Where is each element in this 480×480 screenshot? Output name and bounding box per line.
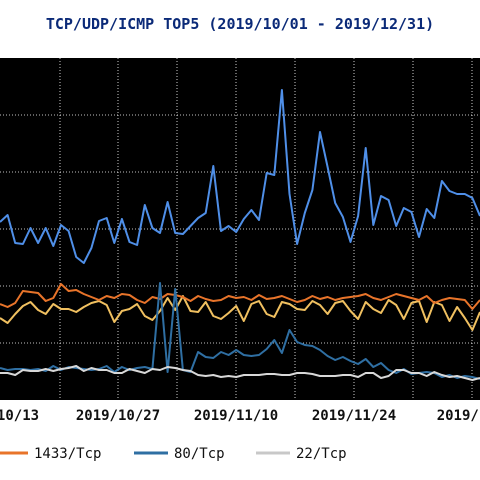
grid [0,58,480,400]
x-tick-label: 2019/1 [437,408,480,424]
chart-title: TCP/UDP/ICMP TOP5 (2019/10/01 - 2019/12/… [46,15,434,33]
legend-label: 80/Tcp [174,446,225,462]
x-axis-ticks: 10/13 2019/10/27 2019/11/10 2019/11/24 2019/… [0,408,480,424]
legend: 1433/Tcp 80/Tcp 22/Tcp [0,446,347,462]
x-tick-label: 10/13 [0,408,39,424]
x-tick-label: 2019/10/27 [76,408,160,424]
x-tick-label: 2019/11/10 [194,408,278,424]
series-lines [0,89,480,381]
series-line-4 [0,365,480,381]
series-line-2 [0,295,480,331]
legend-label: 1433/Tcp [34,446,101,462]
series-line-1 [0,283,480,310]
series-line-0 [0,89,480,264]
x-tick-label: 2019/11/24 [312,408,396,424]
legend-label: 22/Tcp [296,446,347,462]
